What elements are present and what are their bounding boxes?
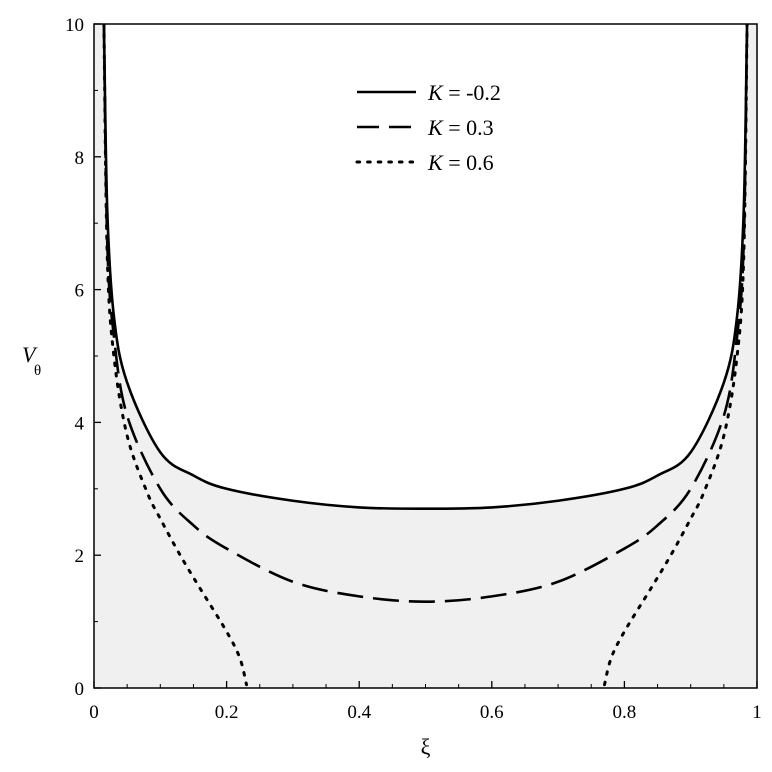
legend-value: = 0.6	[448, 150, 493, 175]
legend-value: = -0.2	[448, 80, 501, 105]
y-axis-label: V	[22, 342, 38, 367]
legend-entry-label: K = -0.2	[427, 80, 501, 105]
legend-variable: K	[427, 150, 448, 175]
series-line-dashed	[102, 24, 749, 603]
series-line-dotted-seg2	[603, 24, 749, 687]
x-axis-label: ξ	[421, 734, 431, 759]
series-line-solid	[102, 24, 749, 511]
x-tick-label: 0.8	[613, 702, 637, 723]
unshaded-region	[103, 24, 748, 509]
legend-entry-label: K = 0.3	[427, 115, 494, 140]
x-tick-label: 0	[89, 702, 99, 723]
plot-area	[94, 24, 757, 688]
x-tick-label: 0.4	[347, 702, 371, 723]
series-line-dotted-seg1	[102, 24, 248, 687]
legend-variable: K	[427, 115, 448, 140]
x-tick-label: 0.6	[480, 702, 504, 723]
legend-entry-label: K = 0.6	[427, 150, 494, 175]
y-tick-label: 6	[75, 281, 85, 302]
legend-value: = 0.3	[448, 115, 493, 140]
y-tick-label: 8	[75, 148, 85, 169]
y-tick-label: 2	[75, 546, 85, 567]
x-tick-label: 0.2	[215, 702, 239, 723]
y-tick-label: 10	[65, 15, 84, 36]
x-tick-label: 1	[752, 702, 762, 723]
legend: K = -0.2K = 0.3K = 0.6	[355, 80, 501, 175]
legend-variable: K	[427, 80, 448, 105]
y-tick-label: 0	[75, 679, 85, 700]
y-tick-label: 4	[75, 413, 85, 434]
y-axis-label-subscript: θ	[34, 363, 41, 379]
